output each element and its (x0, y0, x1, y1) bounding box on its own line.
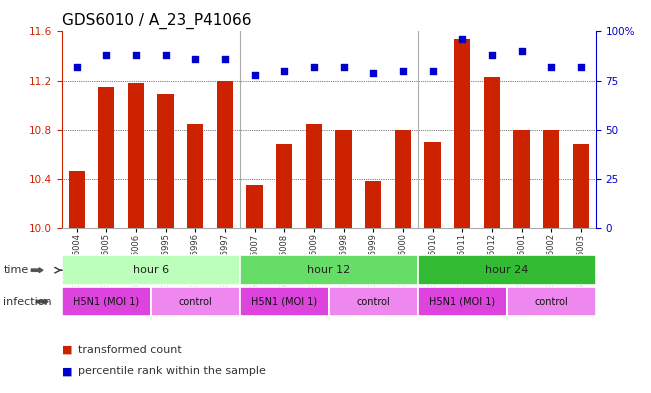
Bar (543, 130, 559, 228)
Bar (187, 123, 204, 228)
Point (160, 52, 171, 58)
Bar (306, 123, 322, 228)
Point (72, 64, 82, 70)
Text: control: control (534, 297, 568, 307)
Bar (365, 181, 381, 228)
Text: H5N1 (MOI 1): H5N1 (MOI 1) (74, 297, 139, 307)
Point (309, 64, 319, 70)
Bar (418, 287, 506, 316)
Text: hour 6: hour 6 (133, 265, 169, 275)
Text: hour 12: hour 12 (307, 265, 350, 275)
Bar (424, 142, 441, 228)
Text: ■: ■ (62, 345, 72, 355)
Point (516, 48, 527, 54)
Text: transformed count: transformed count (78, 345, 182, 355)
Point (398, 68, 408, 74)
Text: hour 24: hour 24 (485, 265, 529, 275)
Text: H5N1 (MOI 1): H5N1 (MOI 1) (251, 297, 317, 307)
Text: percentile rank within the sample: percentile rank within the sample (78, 366, 266, 376)
Bar (151, 287, 240, 316)
Bar (128, 83, 144, 228)
Bar (335, 130, 352, 228)
Point (457, 36, 467, 42)
Bar (506, 287, 596, 316)
Bar (240, 287, 329, 316)
Bar (276, 145, 292, 228)
Text: H5N1 (MOI 1): H5N1 (MOI 1) (429, 297, 495, 307)
Bar (247, 185, 263, 228)
Point (487, 52, 497, 58)
Point (575, 64, 586, 70)
Point (279, 68, 290, 74)
Text: infection: infection (3, 297, 52, 307)
Bar (98, 87, 115, 228)
Bar (454, 39, 471, 228)
Bar (217, 81, 233, 228)
Point (220, 56, 230, 62)
Point (190, 56, 201, 62)
Point (101, 52, 111, 58)
Bar (62, 287, 151, 316)
Bar (484, 77, 500, 228)
Text: GDS6010 / A_23_P41066: GDS6010 / A_23_P41066 (62, 13, 251, 29)
Point (131, 52, 141, 58)
Point (427, 68, 437, 74)
Bar (418, 255, 596, 285)
Bar (395, 130, 411, 228)
Bar (62, 255, 240, 285)
Bar (329, 287, 418, 316)
Bar (68, 171, 85, 228)
Text: control: control (356, 297, 390, 307)
Bar (573, 145, 589, 228)
Bar (240, 255, 418, 285)
Point (546, 64, 557, 70)
Bar (158, 94, 174, 228)
Point (339, 64, 349, 70)
Text: ■: ■ (62, 366, 72, 376)
Text: time: time (3, 265, 29, 275)
Point (249, 72, 260, 78)
Point (368, 70, 378, 76)
Bar (514, 130, 530, 228)
Text: control: control (178, 297, 212, 307)
